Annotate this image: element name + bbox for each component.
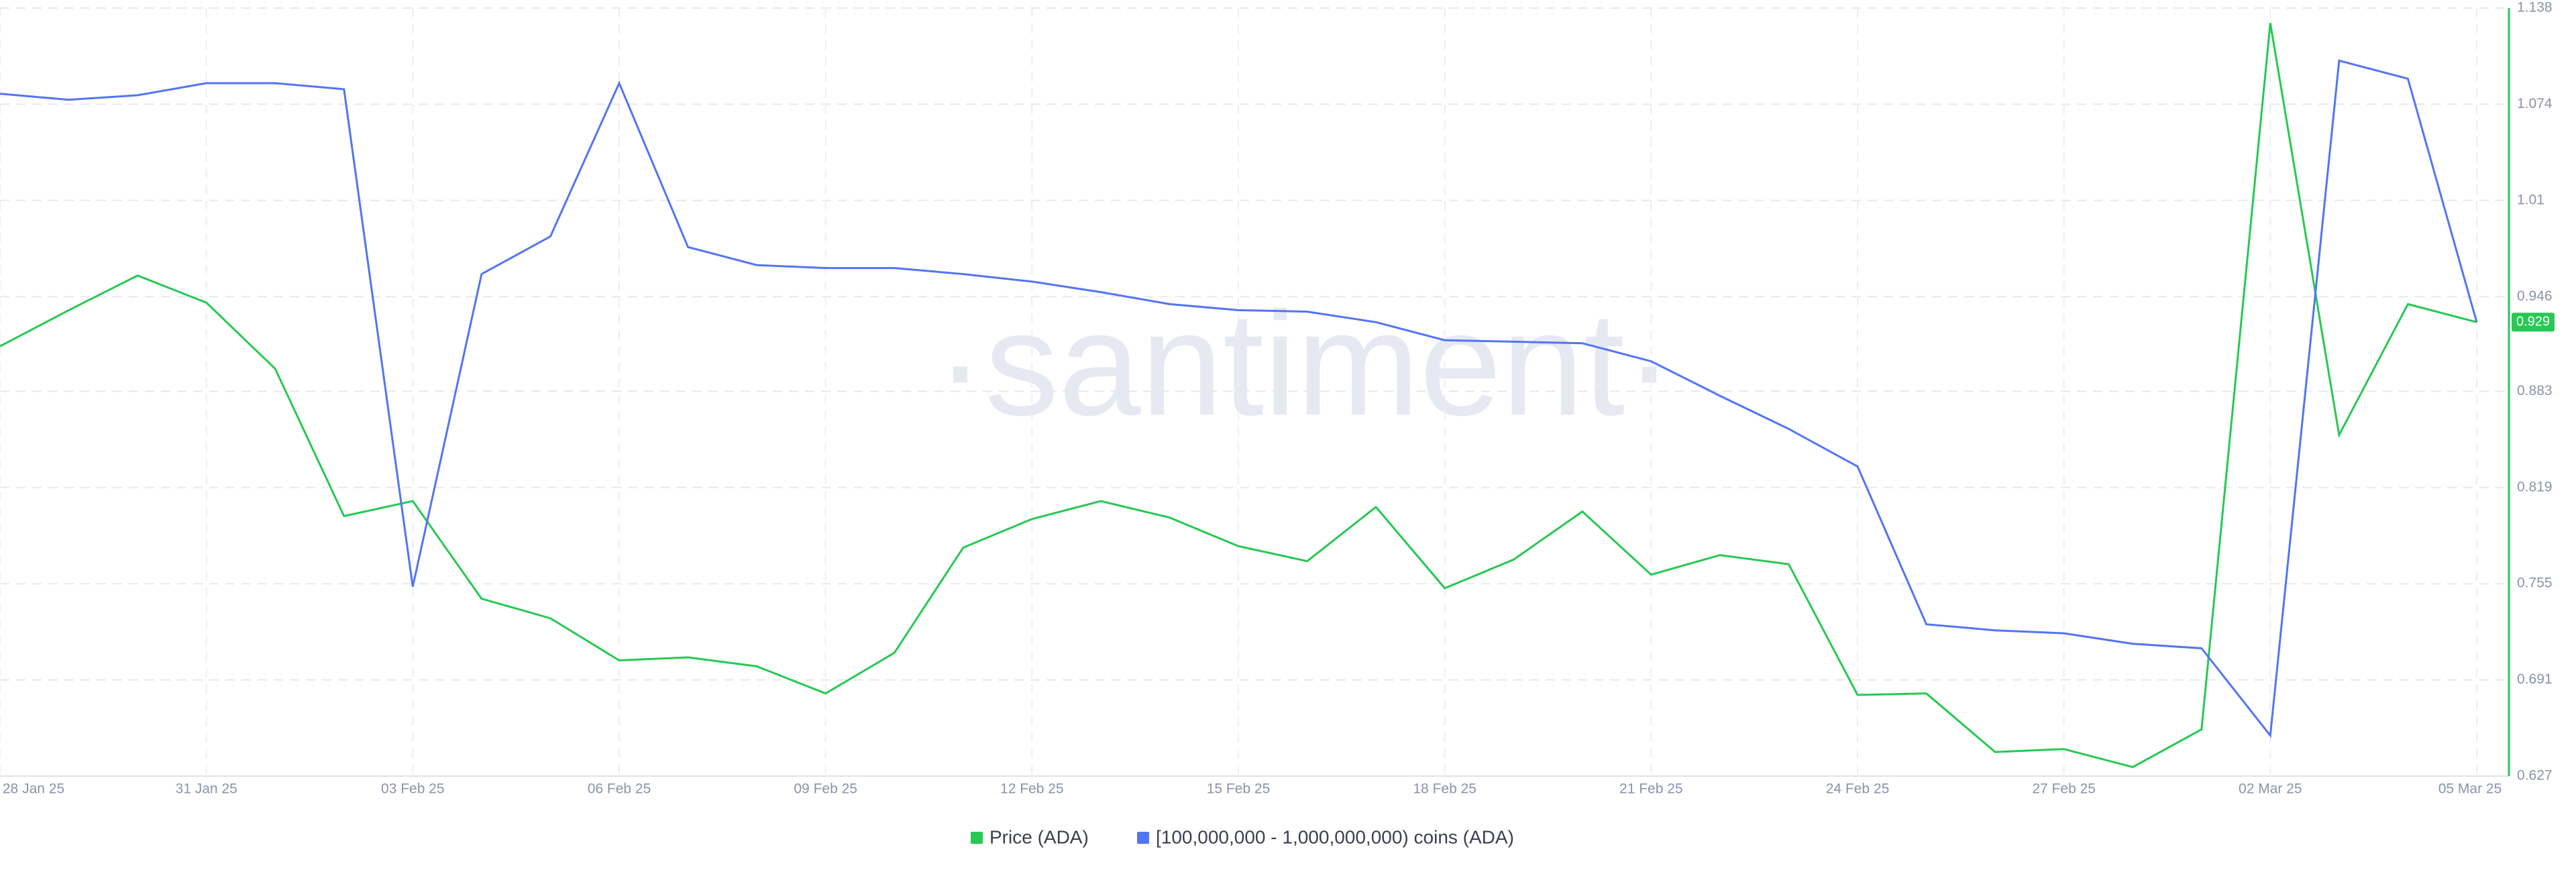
- y-tick-label: 1.138: [2517, 0, 2553, 15]
- legend-swatch: [1137, 832, 1149, 844]
- series-line: [0, 23, 2477, 769]
- y-tick-label: 1.01: [2517, 192, 2544, 207]
- y-tick-label: 0.883: [2517, 383, 2553, 398]
- x-tick-label: 06 Feb 25: [588, 781, 651, 797]
- x-tick-label: 05 Mar 25: [2438, 781, 2502, 797]
- y-tick-label: 0.946: [2517, 288, 2553, 304]
- legend-label: [100,000,000 - 1,000,000,000) coins (ADA…: [1156, 826, 1514, 847]
- x-tick-label: 15 Feb 25: [1207, 781, 1271, 797]
- watermark: ·santiment·: [936, 281, 1674, 446]
- x-tick-label: 09 Feb 25: [794, 781, 857, 797]
- x-tick-label: 03 Feb 25: [381, 781, 445, 797]
- y-tick-label: 0.691: [2517, 671, 2553, 687]
- x-tick-label: 27 Feb 25: [2032, 781, 2096, 797]
- x-tick-label: 31 Jan 25: [176, 781, 237, 797]
- y-tick-label: 0.755: [2517, 576, 2553, 591]
- legend-swatch: [971, 832, 983, 844]
- x-tick-label: 28 Jan 25: [3, 781, 64, 797]
- series-line: [0, 59, 2478, 739]
- y-tick-label: 0.819: [2517, 479, 2553, 494]
- last-value-box: [2512, 313, 2555, 332]
- y-tick-label: 1.074: [2517, 96, 2553, 111]
- x-tick-label: 24 Feb 25: [1826, 781, 1890, 797]
- x-tick-label: 21 Feb 25: [1619, 781, 1683, 797]
- x-tick-label: 12 Feb 25: [1000, 781, 1064, 797]
- x-tick-label: 18 Feb 25: [1413, 781, 1477, 797]
- y-tick-label: 0.627: [2517, 768, 2553, 783]
- x-tick-label: 02 Mar 25: [2239, 781, 2302, 797]
- legend-label: Price (ADA): [989, 826, 1089, 847]
- last-value-label: 0.929: [2516, 315, 2550, 329]
